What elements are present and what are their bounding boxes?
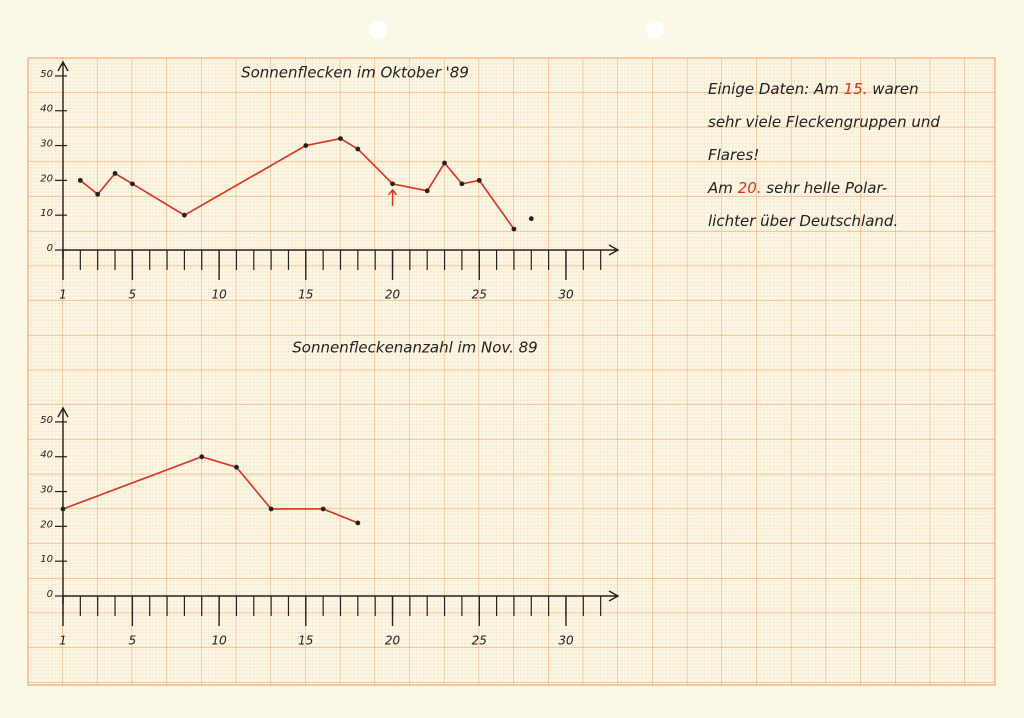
data-line	[62, 455, 359, 524]
charts: Sonnenflecken im Oktober '891 5 10 15 20 25 30…	[40, 60, 620, 648]
data-point	[390, 181, 395, 187]
x-tick-label: 5	[129, 634, 137, 648]
x-tick-label: 20	[385, 634, 401, 648]
y-tick-label: 50	[40, 415, 53, 426]
x-tick-label: 30	[558, 634, 574, 648]
data-point	[129, 181, 135, 187]
x-tick-label: 15	[298, 288, 313, 302]
x-tick-label: 25	[472, 634, 487, 648]
graph-paper	[27, 57, 996, 686]
chart-title: Sonnenfleckenanzahl im Nov. 89	[292, 339, 537, 357]
data-point	[303, 143, 309, 148]
note-text: Einige Daten: Am	[708, 80, 844, 98]
punch-hole	[646, 21, 664, 39]
data-point	[424, 188, 430, 194]
note-line: lichter über Deutschland.	[708, 212, 898, 230]
data-point	[182, 212, 187, 218]
data-point	[355, 520, 361, 526]
y-tick-label: 10	[40, 554, 53, 565]
y-tick-label: 30	[40, 139, 53, 150]
data-point	[60, 506, 66, 512]
x-tick-label: 20	[385, 288, 401, 302]
data-point	[476, 177, 482, 183]
note-text: Flares!	[708, 146, 759, 164]
data-point	[338, 136, 343, 141]
data-point	[77, 177, 83, 183]
y-tick-label: 0	[47, 589, 53, 600]
x-tick-label: 5	[129, 288, 137, 302]
data-point	[528, 216, 534, 222]
data-line	[79, 137, 515, 230]
data-point	[234, 464, 239, 470]
note-text: 15.	[844, 80, 868, 98]
data-point	[355, 146, 361, 152]
y-tick-label: 40	[40, 450, 53, 461]
data-point	[459, 181, 465, 187]
note-line: Flares!	[708, 146, 759, 164]
note-text: sehr viele Fleckengruppen und	[708, 113, 940, 131]
y-tick-label: 20	[40, 173, 53, 184]
data-point	[320, 506, 326, 512]
data-point	[112, 171, 118, 176]
y-tick-label: 0	[47, 243, 53, 254]
x-tick-label: 30	[558, 288, 574, 302]
note-line: Am 20. sehr helle Polar-	[707, 179, 887, 197]
note-line: Einige Daten: Am 15. waren	[708, 80, 919, 98]
note: Einige Daten: Am 15. waren sehr viele Fle…	[707, 80, 940, 230]
note-text: lichter über Deutschland.	[708, 212, 898, 230]
annotation-arrow	[387, 188, 398, 206]
y-tick-label: 10	[40, 208, 53, 219]
data-point	[199, 454, 205, 460]
y-axis	[57, 406, 69, 604]
note-text: 20.	[738, 179, 762, 197]
x-tick-label: 1	[59, 288, 67, 302]
data-point	[95, 191, 101, 197]
note-text: waren	[868, 80, 919, 98]
data-point	[442, 160, 447, 166]
note-text: Am	[707, 179, 738, 197]
x-tick-label: 15	[298, 634, 313, 648]
x-tick-label: 25	[472, 288, 487, 302]
chart-title: Sonnenflecken im Oktober '89	[241, 64, 469, 82]
note-line: sehr viele Fleckengruppen und	[708, 113, 940, 131]
note-text: sehr helle Polar-	[762, 179, 888, 197]
x-tick-label: 10	[211, 634, 227, 648]
y-tick-label: 50	[40, 69, 53, 80]
y-tick-label: 30	[40, 485, 53, 496]
y-tick-label: 20	[40, 519, 53, 530]
x-tick-label: 10	[211, 288, 227, 302]
y-tick-label: 40	[40, 104, 53, 115]
data-point	[268, 506, 274, 512]
x-tick-label: 1	[59, 634, 67, 648]
punch-hole	[369, 21, 387, 39]
y-axis	[57, 60, 69, 258]
data-point	[511, 226, 517, 232]
